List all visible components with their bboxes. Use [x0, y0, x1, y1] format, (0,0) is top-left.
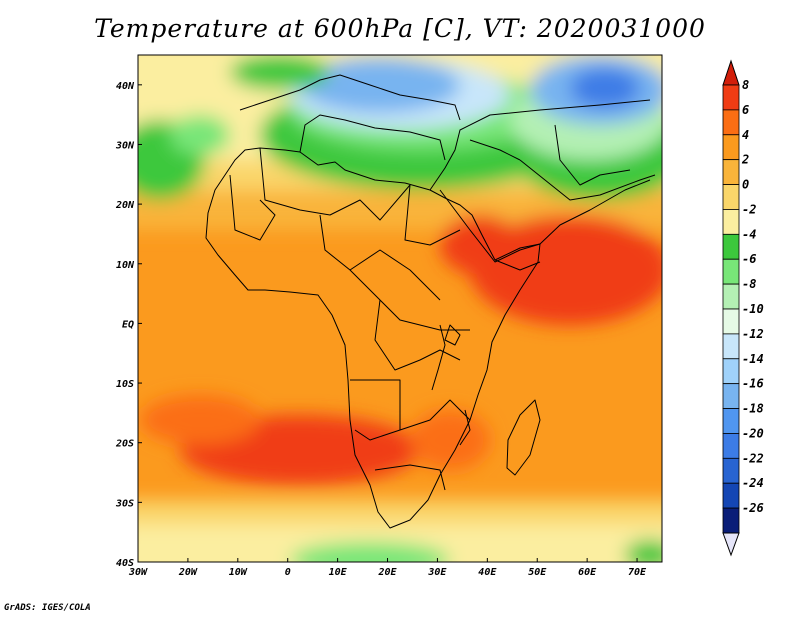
- colorbar-label: 0: [742, 178, 749, 192]
- lat-tick-label: EQ: [122, 319, 134, 330]
- colorbar-swatch: [722, 507, 740, 534]
- temperature-field: [138, 55, 662, 562]
- colorbar-swatch: [722, 184, 740, 210]
- lon-tick-label: 50E: [528, 567, 547, 578]
- lon-tick-label: 30W: [128, 567, 148, 578]
- lat-tick-label: 10S: [116, 379, 134, 390]
- colorbar-label: -22: [742, 451, 764, 465]
- lat-tick-label: 40N: [116, 81, 135, 92]
- lat-tick-label: 10N: [116, 260, 135, 271]
- footer-credit: GrADS: IGES/COLA: [4, 603, 91, 613]
- colorbar-label: -20: [742, 426, 764, 440]
- lat-tick-label: 30N: [115, 140, 135, 151]
- colorbar-label: 6: [742, 103, 749, 117]
- latitude-axis: 40N 30N 20N 10N EQ 10S 20S 30S 40S: [115, 81, 142, 569]
- lon-tick-label: 10W: [229, 567, 248, 578]
- colorbar-bottom-arrow: [722, 532, 740, 557]
- colorbar-swatch: [722, 134, 740, 161]
- lon-tick-label: 20W: [178, 567, 198, 578]
- colorbar-swatch: [722, 408, 740, 434]
- colorbar-label: -10: [742, 302, 764, 316]
- lat-tick-label: 20N: [115, 200, 135, 211]
- map-frame: [137, 54, 663, 563]
- map-title: Temperature at 600hPa [C], VT: 202003100…: [94, 14, 706, 43]
- lon-tick-label: 60E: [578, 567, 597, 578]
- longitude-axis: 30W 20W 10W 0 10E 20E 30E 40E 50E 60E 70E: [128, 558, 647, 578]
- colorbar-swatch: [722, 209, 740, 235]
- lon-tick-label: 70E: [628, 567, 647, 578]
- lat-tick-label: 40S: [116, 558, 134, 569]
- colorbar-label: -8: [742, 277, 756, 291]
- lon-tick-label: 10E: [329, 567, 348, 578]
- lon-tick-label: 20E: [377, 567, 397, 578]
- colorbar-label: -18: [742, 402, 764, 416]
- colorbar-label: 2: [741, 153, 749, 167]
- colorbar-label: -12: [742, 327, 764, 341]
- colorbar-swatch: [722, 457, 740, 484]
- lat-tick-label: 20S: [115, 439, 134, 450]
- colorbar-label: -16: [742, 377, 764, 391]
- colorbar-swatch: [722, 433, 740, 459]
- lon-tick-label: 40E: [478, 567, 497, 578]
- colorbar-swatch: [722, 109, 740, 136]
- colorbar-label: -4: [742, 227, 756, 241]
- colorbar-swatch: [722, 383, 740, 409]
- colorbar-top-arrow: [722, 59, 740, 86]
- colorbar-swatch: [722, 159, 740, 185]
- lon-tick-label: 30E: [427, 567, 447, 578]
- colorbar-swatch: [722, 283, 740, 310]
- colorbar-label: -26: [742, 501, 764, 515]
- colorbar-swatch: [722, 258, 740, 285]
- colorbar-label: -6: [742, 252, 756, 266]
- colorbar-swatch: [722, 358, 740, 385]
- lat-tick-label: 30S: [115, 498, 134, 509]
- colorbar-label: 4: [742, 128, 749, 142]
- colorbar-swatch: [722, 84, 740, 111]
- colorbar-swatch: [722, 308, 740, 335]
- colorbar-swatch: [722, 233, 740, 260]
- colorbar-swatch: [722, 482, 740, 509]
- colorbar-label: 8: [742, 78, 749, 92]
- colorbar-label: -14: [742, 352, 764, 366]
- colorbar-swatch: [722, 333, 740, 360]
- lon-tick-label: 0: [285, 567, 291, 578]
- colorbar-label: -24: [742, 476, 764, 490]
- colorbar: 8 6 4 2 0 -2 -4 -6 -8 -10 -12 -14 -16 -18 -20 -22 -24 -26: [722, 59, 764, 557]
- colorbar-label: -2: [742, 202, 756, 216]
